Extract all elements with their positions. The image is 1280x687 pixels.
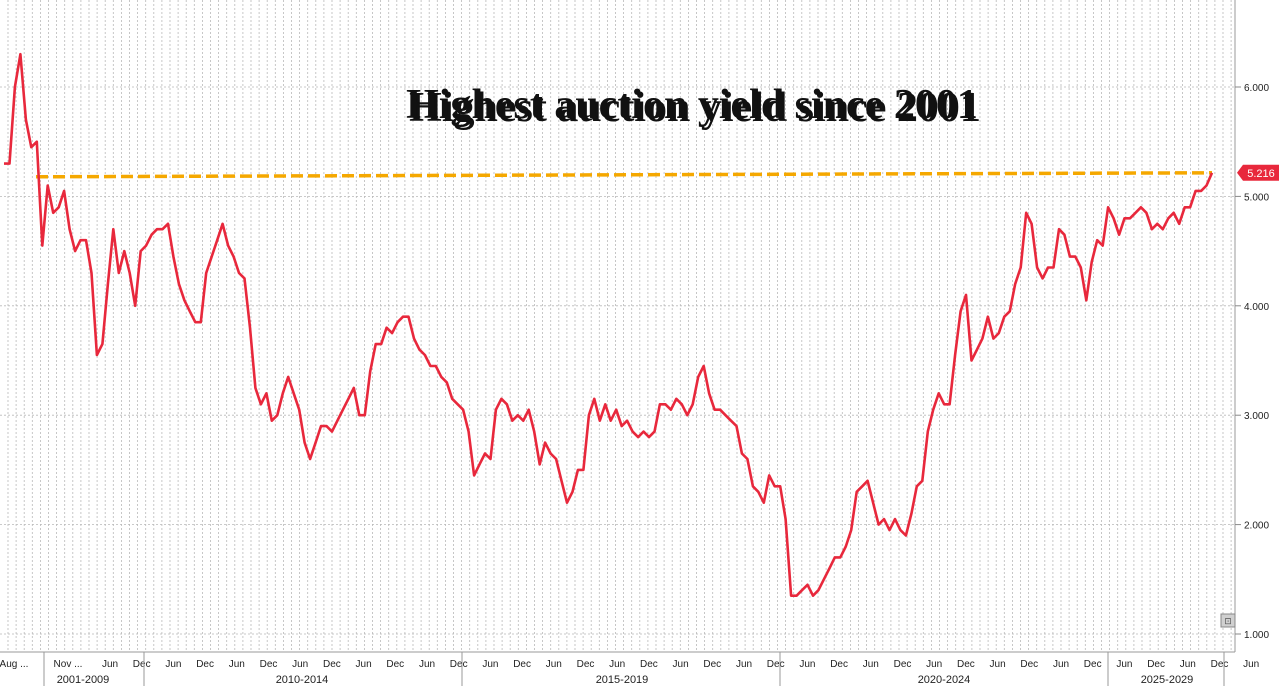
y-tick-label: 3.000	[1244, 411, 1269, 422]
settings-icon-glyph: ⊡	[1224, 617, 1232, 627]
horizontal-grid	[0, 86, 1235, 635]
x-tick-label: Dec	[830, 659, 848, 670]
x-tick-label: Jun	[546, 659, 562, 670]
x-tick-label: Jun	[419, 659, 435, 670]
x-group-label: 2001-2009	[57, 674, 110, 686]
last-value-label: 5.216	[1247, 168, 1275, 180]
chart-title-group: Highest auction yield since 2001 Highest…	[406, 82, 981, 131]
vertical-grid	[7, 0, 1232, 652]
x-tick-label: Jun	[1116, 659, 1132, 670]
x-tick-label: Jun	[736, 659, 752, 670]
x-tick-label: Nov ...	[54, 659, 83, 670]
y-axis-ticks: 1.000 2.000 3.000 4.000 5.000 6.000	[1235, 83, 1269, 641]
settings-icon-box[interactable]	[1220, 613, 1236, 628]
x-tick-label: Jun	[863, 659, 879, 670]
x-tick-label: Dec	[957, 659, 975, 670]
x-tick-label: Jun	[609, 659, 625, 670]
x-tick-label: Dec	[894, 659, 912, 670]
x-tick-label: Jun	[799, 659, 815, 670]
y-tick-label: 2.000	[1244, 521, 1269, 532]
x-tick-label: Dec	[260, 659, 278, 670]
x-tick-label: Jun	[165, 659, 181, 670]
x-tick-label: Dec	[133, 659, 151, 670]
x-tick-label: Jun	[356, 659, 372, 670]
x-tick-label: Dec	[577, 659, 595, 670]
x-tick-label: Dec	[1084, 659, 1102, 670]
y-tick-label: 6.000	[1244, 83, 1269, 94]
x-tick-label: Dec	[513, 659, 531, 670]
y-tick-label: 4.000	[1244, 302, 1269, 313]
x-tick-label: Dec	[196, 659, 214, 670]
x-tick-label: Dec	[1211, 659, 1229, 670]
x-tick-label: Jun	[990, 659, 1006, 670]
chart-title-shadow: Highest auction yield since 2001	[409, 85, 981, 131]
x-axis-ticks: Aug ... Nov ... Jun Dec Jun Dec Jun Dec Jun Dec Ju…	[0, 659, 1259, 670]
x-group-label: 2025-2029	[1141, 674, 1194, 686]
x-axis-groups: 2001-2009 2010-2014 2015-2019 2020-2024 2025…	[43, 652, 1225, 686]
yield-series-line	[4, 52, 1214, 597]
x-tick-label: Dec	[386, 659, 404, 670]
x-tick-label: Dec	[703, 659, 721, 670]
y-tick-label: 5.000	[1244, 192, 1269, 203]
x-tick-label: Dec	[1147, 659, 1165, 670]
x-group-label: 2010-2014	[276, 674, 329, 686]
x-tick-label: Dec	[1020, 659, 1038, 670]
x-tick-label: Dec	[450, 659, 468, 670]
x-tick-label: Jun	[229, 659, 245, 670]
x-tick-label: Jun	[1053, 659, 1069, 670]
x-tick-label: Jun	[673, 659, 689, 670]
chart-title: Highest auction yield since 2001	[406, 82, 978, 128]
x-tick-label: Jun	[1180, 659, 1196, 670]
y-tick-label: 1.000	[1244, 630, 1269, 641]
x-tick-label: Jun	[482, 659, 498, 670]
settings-icon[interactable]: ⊡	[1220, 613, 1236, 628]
x-tick-label: Jun	[292, 659, 308, 670]
x-group-label: 2015-2019	[596, 674, 649, 686]
x-tick-label: Jun	[102, 659, 118, 670]
x-tick-label: Aug ...	[0, 659, 28, 670]
x-group-label: 2020-2024	[918, 674, 971, 686]
x-tick-label: Dec	[640, 659, 658, 670]
x-tick-label: Dec	[767, 659, 785, 670]
x-tick-label: Jun	[926, 659, 942, 670]
x-tick-label: Jun	[1243, 659, 1259, 670]
last-value-badge-shape	[1237, 164, 1279, 181]
last-value-badge: 5.216	[1237, 164, 1279, 181]
x-tick-label: Dec	[323, 659, 341, 670]
reference-line	[35, 171, 1213, 179]
